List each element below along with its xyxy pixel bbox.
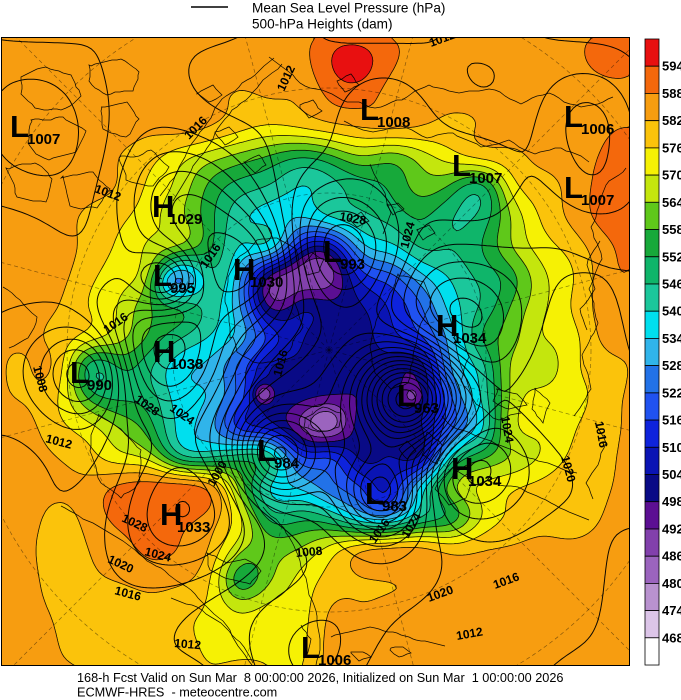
svg-text:1024: 1024 [143, 544, 173, 565]
svg-text:1006: 1006 [581, 121, 614, 138]
svg-text:984: 984 [274, 455, 300, 472]
svg-text:983: 983 [382, 498, 407, 515]
svg-text:498: 498 [662, 494, 681, 509]
svg-text:1024: 1024 [397, 220, 418, 250]
svg-text:564: 564 [662, 195, 681, 210]
svg-text:546: 546 [662, 277, 681, 292]
svg-text:1007: 1007 [581, 192, 614, 209]
svg-text:558: 558 [662, 222, 681, 237]
svg-text:1012: 1012 [455, 624, 484, 642]
svg-text:474: 474 [662, 603, 681, 618]
svg-text:L: L [365, 476, 384, 511]
svg-text:588: 588 [662, 86, 681, 101]
svg-text:1007: 1007 [27, 131, 60, 148]
svg-text:1038: 1038 [170, 356, 203, 373]
svg-text:L: L [257, 433, 276, 468]
svg-text:H: H [152, 189, 174, 224]
svg-text:594: 594 [662, 59, 681, 74]
svg-text:486: 486 [662, 549, 681, 564]
svg-text:492: 492 [662, 522, 681, 537]
svg-text:500-hPa Heights (dam): 500-hPa Heights (dam) [252, 17, 393, 32]
svg-text:995: 995 [170, 280, 195, 297]
svg-text:H: H [153, 334, 175, 369]
svg-text:1008: 1008 [30, 364, 51, 394]
svg-text:1006: 1006 [318, 652, 351, 669]
svg-text:L: L [397, 378, 416, 413]
svg-text:510: 510 [662, 440, 681, 455]
svg-text:L: L [323, 234, 342, 269]
svg-text:504: 504 [662, 467, 681, 482]
svg-text:1028: 1028 [338, 209, 367, 227]
svg-text:534: 534 [662, 331, 681, 346]
svg-text:963: 963 [414, 400, 439, 417]
svg-text:576: 576 [662, 140, 681, 155]
svg-text:990: 990 [87, 377, 112, 394]
svg-text:H: H [436, 308, 458, 343]
svg-text:H: H [160, 497, 182, 532]
svg-text:1029: 1029 [169, 211, 202, 228]
svg-text:1030: 1030 [250, 274, 283, 291]
svg-text:L: L [70, 355, 89, 390]
svg-text:1034: 1034 [453, 330, 487, 347]
svg-text:522: 522 [662, 385, 681, 400]
svg-text:540: 540 [662, 304, 681, 319]
svg-text:1008: 1008 [377, 114, 410, 131]
svg-text:552: 552 [662, 249, 681, 264]
svg-text:1016: 1016 [270, 348, 291, 378]
svg-text:1034: 1034 [468, 473, 502, 490]
svg-text:468: 468 [662, 630, 681, 645]
svg-text:168-h Fcst Valid on Sun Mar 8: 168-h Fcst Valid on Sun Mar 8 00:00:00 2… [77, 671, 563, 685]
svg-text:516: 516 [662, 413, 681, 428]
svg-text:1016: 1016 [592, 420, 610, 449]
svg-text:528: 528 [662, 358, 681, 373]
svg-text:1012: 1012 [44, 431, 74, 452]
svg-text:570: 570 [662, 168, 681, 183]
svg-text:H: H [451, 451, 473, 486]
svg-text:L: L [360, 92, 379, 127]
svg-text:480: 480 [662, 576, 681, 591]
svg-text:1007: 1007 [469, 170, 502, 187]
svg-text:L: L [301, 630, 320, 665]
svg-text:1012: 1012 [174, 636, 202, 652]
svg-text:1008: 1008 [295, 544, 323, 560]
svg-text:L: L [452, 148, 471, 183]
svg-text:1016: 1016 [113, 583, 143, 604]
svg-text:1033: 1033 [177, 519, 210, 536]
svg-text:L: L [564, 170, 583, 205]
svg-text:1020: 1020 [558, 454, 579, 484]
svg-text:H: H [233, 252, 255, 287]
svg-text:L: L [10, 109, 29, 144]
svg-text:ECMWF-HRES - meteocentre.com: ECMWF-HRES - meteocentre.com [77, 686, 277, 700]
svg-text:L: L [153, 258, 172, 293]
svg-text:1024: 1024 [498, 415, 516, 444]
svg-text:Mean Sea Level Pressure (hPa): Mean Sea Level Pressure (hPa) [252, 1, 445, 16]
svg-text:582: 582 [662, 113, 681, 128]
svg-text:993: 993 [340, 256, 365, 273]
svg-text:L: L [564, 99, 583, 134]
